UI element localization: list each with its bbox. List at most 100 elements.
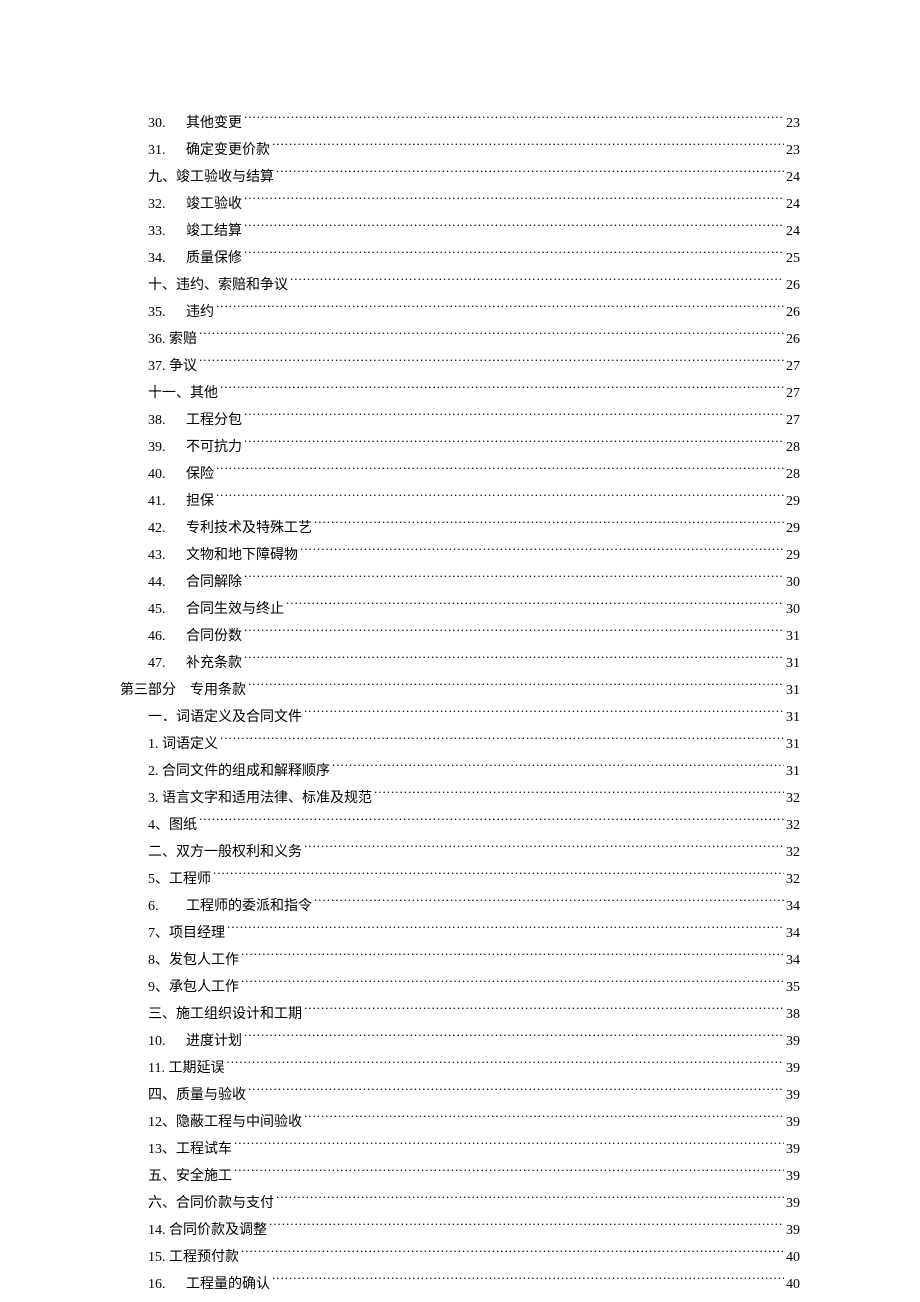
toc-entry-title: 36. 索赔 xyxy=(148,326,197,353)
toc-entry: 13、工程试车39 xyxy=(120,1136,800,1163)
toc-entry: 47. 补充条款31 xyxy=(120,650,800,677)
toc-entry-page: 34 xyxy=(786,920,800,947)
toc-entry-title: 一．词语定义及合同文件 xyxy=(148,704,302,731)
toc-entry-number: 6. xyxy=(148,893,186,920)
toc-entry: 34. 质量保修25 xyxy=(120,245,800,272)
toc-entry-number: 33. xyxy=(148,218,186,245)
toc-leader-dots xyxy=(244,248,784,262)
toc-entry-page: 23 xyxy=(786,137,800,164)
toc-entry: 31. 确定变更价款 23 xyxy=(120,137,800,164)
toc-entry-title: 14. 合同价款及调整 xyxy=(148,1217,267,1244)
toc-entry: 45. 合同生效与终止 30 xyxy=(120,596,800,623)
toc-entry: 五、安全施工39 xyxy=(120,1163,800,1190)
toc-entry: 38. 工程分包27 xyxy=(120,407,800,434)
toc-entry-title: 质量保修 xyxy=(186,245,242,272)
toc-entry-title: 九、竣工验收与结算 xyxy=(148,164,274,191)
toc-entry: 39. 不可抗力28 xyxy=(120,434,800,461)
toc-leader-dots xyxy=(300,545,784,559)
toc-leader-dots xyxy=(304,842,784,856)
toc-leader-dots xyxy=(276,167,784,181)
toc-entry-number: 43. xyxy=(148,542,186,569)
toc-entry-title: 9、承包人工作 xyxy=(148,974,239,1001)
toc-leader-dots xyxy=(314,896,784,910)
toc-leader-dots xyxy=(199,356,784,370)
toc-entry-title: 合同生效与终止 xyxy=(186,596,284,623)
toc-leader-dots xyxy=(276,1193,784,1207)
toc-entry: 8、发包人工作34 xyxy=(120,947,800,974)
toc-entry-title: 11. 工期延误 xyxy=(148,1055,224,1082)
toc-leader-dots xyxy=(220,383,784,397)
toc-entry-page: 39 xyxy=(786,1109,800,1136)
toc-entry-title: 不可抗力 xyxy=(186,434,242,461)
toc-entry-page: 39 xyxy=(786,1217,800,1244)
toc-entry: 30. 其他变更23 xyxy=(120,110,800,137)
toc-entry-page: 27 xyxy=(786,353,800,380)
toc-entry-page: 23 xyxy=(786,110,800,137)
toc-leader-dots xyxy=(332,761,784,775)
toc-entry: 4、图纸32 xyxy=(120,812,800,839)
toc-entry-page: 24 xyxy=(786,164,800,191)
toc-entry-number: 44. xyxy=(148,569,186,596)
toc-entry-title: 37. 争议 xyxy=(148,353,197,380)
toc-entry-title: 专利技术及特殊工艺 xyxy=(186,515,312,542)
toc-entry-number: 42. xyxy=(148,515,186,542)
toc-entry-title: 12、隐蔽工程与中间验收 xyxy=(148,1109,302,1136)
toc-entry-title: 违约 xyxy=(186,299,214,326)
toc-leader-dots xyxy=(216,464,784,478)
toc-entry-page: 34 xyxy=(786,893,800,920)
toc-entry: 15. 工程预付款40 xyxy=(120,1244,800,1271)
toc-entry-title: 担保 xyxy=(186,488,214,515)
toc-entry-title: 保险 xyxy=(186,461,214,488)
toc-entry-title: 文物和地下障碍物 xyxy=(186,542,298,569)
toc-entry-title: 六、合同价款与支付 xyxy=(148,1190,274,1217)
toc-entry: 41. 担保29 xyxy=(120,488,800,515)
toc-leader-dots xyxy=(244,437,784,451)
toc-entry-title: 十、违约、索赔和争议 xyxy=(148,272,288,299)
toc-entry-title: 确定变更价款 xyxy=(186,137,270,164)
toc-entry-title: 15. 工程预付款 xyxy=(148,1244,239,1271)
toc-entry-page: 31 xyxy=(786,758,800,785)
toc-leader-dots xyxy=(226,1058,784,1072)
toc-entry-number: 40. xyxy=(148,461,186,488)
toc-leader-dots xyxy=(234,1139,784,1153)
toc-entry: 32. 竣工验收24 xyxy=(120,191,800,218)
toc-leader-dots xyxy=(374,788,784,802)
toc-leader-dots xyxy=(290,275,784,289)
toc-entry-title: 工程师的委派和指令 xyxy=(186,893,312,920)
toc-entry-page: 31 xyxy=(786,731,800,758)
toc-leader-dots xyxy=(227,923,784,937)
toc-entry-number: 38. xyxy=(148,407,186,434)
toc-entry-title: 补充条款 xyxy=(186,650,242,677)
toc-entry-title: 竣工结算 xyxy=(186,218,242,245)
toc-entry-page: 29 xyxy=(786,515,800,542)
toc-entry-number: 41. xyxy=(148,488,186,515)
toc-leader-dots xyxy=(269,1220,784,1234)
toc-entry: 9、承包人工作35 xyxy=(120,974,800,1001)
toc-entry: 42. 专利技术及特殊工艺 29 xyxy=(120,515,800,542)
toc-entry-title: 7、项目经理 xyxy=(148,920,225,947)
toc-entry-number: 45. xyxy=(148,596,186,623)
toc-entry-page: 30 xyxy=(786,596,800,623)
toc-entry-title: 竣工验收 xyxy=(186,191,242,218)
toc-entry-page: 40 xyxy=(786,1271,800,1298)
toc-entry-title: 3. 语言文字和适用法律、标准及规范 xyxy=(148,785,372,812)
toc-leader-dots xyxy=(216,302,784,316)
toc-entry-page: 31 xyxy=(786,677,800,704)
toc-entry: 一．词语定义及合同文件31 xyxy=(120,704,800,731)
toc-entry-title: 四、质量与验收 xyxy=(148,1082,246,1109)
toc-entry-number: 31. xyxy=(148,137,186,164)
toc-entry-number: 30. xyxy=(148,110,186,137)
table-of-contents: 30. 其他变更2331. 确定变更价款 23 九、竣工验收与结算 2432. 竣工验… xyxy=(120,110,800,1298)
toc-leader-dots xyxy=(244,194,784,208)
toc-entry-page: 39 xyxy=(786,1190,800,1217)
toc-entry: 十、违约、索赔和争议26 xyxy=(120,272,800,299)
toc-entry: 16. 工程量的确认40 xyxy=(120,1271,800,1298)
toc-entry-number: 34. xyxy=(148,245,186,272)
toc-entry: 37. 争议 27 xyxy=(120,353,800,380)
toc-entry-title: 工程分包 xyxy=(186,407,242,434)
toc-entry-page: 32 xyxy=(786,866,800,893)
toc-entry: 7、项目经理 34 xyxy=(120,920,800,947)
toc-entry-title: 十一、其他 xyxy=(148,380,218,407)
toc-entry-title: 合同解除 xyxy=(186,569,242,596)
toc-leader-dots xyxy=(272,1274,784,1288)
